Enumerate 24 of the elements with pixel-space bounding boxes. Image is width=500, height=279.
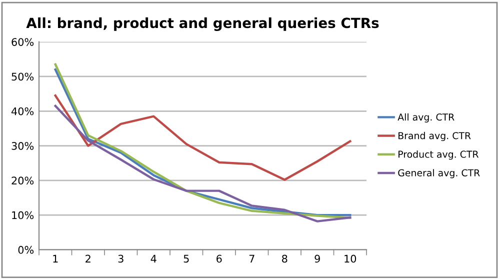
legend-label: All avg. CTR — [398, 113, 454, 122]
y-tick-label: 20% — [12, 176, 34, 185]
x-tick-label: 3 — [118, 254, 124, 263]
y-tick-label: 50% — [12, 72, 34, 81]
x-tick-label: 7 — [249, 254, 254, 262]
legend-label: Brand avg. CTR — [398, 132, 471, 142]
x-tick-label: 10 — [344, 254, 356, 263]
x-tick-label: 8 — [282, 254, 288, 263]
x-tick-label: 1 — [53, 254, 58, 262]
chart-title: All: brand, product and general queries CTRs — [26, 17, 379, 31]
legend-label: Product avg. CTR — [398, 150, 478, 160]
y-tick-label: 60% — [12, 38, 34, 46]
x-tick-label: 2 — [86, 254, 90, 262]
line-series — [54, 104, 352, 222]
x-tick-label: 9 — [314, 254, 320, 263]
y-tick-label: 0% — [18, 246, 34, 254]
x-tick-label: 5 — [184, 254, 189, 263]
x-tick-label: 4 — [150, 254, 156, 262]
line-series — [54, 94, 352, 181]
y-tick-label: 40% — [11, 107, 34, 116]
legend-label: General avg. CTR — [398, 169, 480, 178]
y-tick-label: 10% — [12, 211, 34, 220]
y-tick-label: 30% — [12, 142, 34, 150]
x-tick-label: 6 — [216, 254, 222, 263]
